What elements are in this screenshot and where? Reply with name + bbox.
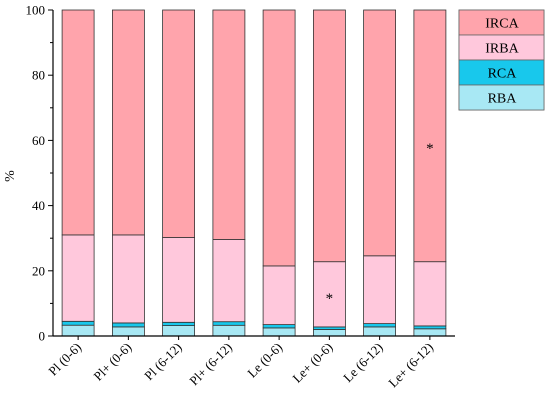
x-tick-label: Le (0-6) [244, 340, 285, 381]
legend-swatch-irca [458, 9, 545, 36]
y-tick-label: 20 [32, 263, 45, 278]
bar-rba-6 [312, 329, 346, 337]
bar-rca-1 [61, 320, 95, 326]
significance-marker: * [426, 141, 434, 157]
bar-rca-2 [112, 322, 145, 328]
bar-irca-7 [363, 9, 397, 257]
legend-label-rba: RBA [488, 92, 518, 107]
x-tick-label: Pl (0-6) [45, 340, 84, 379]
legend-label-irba: IRBA [485, 42, 519, 57]
bar-irca-2 [112, 9, 145, 236]
bar-rba-3 [162, 325, 196, 337]
plot-area: Pl (0-6) Pl+ (0-6) Pl (6-12) Pl+ (6-12) Le (… [26, 3, 455, 391]
legend: IRCA IRBA RCA RBA [458, 9, 545, 111]
bar-rba-7 [363, 326, 397, 337]
x-tick-label: Le (6-12) [340, 340, 386, 386]
x-tick-label: Pl (6-12) [141, 340, 185, 384]
bar-rba-8 [413, 328, 447, 337]
y-tick-label: 0 [39, 329, 46, 344]
bar-irba-8 [413, 261, 447, 327]
bar-rca-3 [162, 321, 196, 326]
significance-marker: * [326, 291, 334, 307]
bar-rca-5 [262, 324, 296, 329]
y-axis-title: % [3, 170, 18, 182]
bar-irca-5 [262, 9, 296, 267]
bar-rba-5 [262, 327, 296, 337]
bar-irba-5 [262, 265, 296, 325]
legend-swatch-irba [458, 34, 545, 61]
legend-label-irca: IRCA [485, 17, 519, 32]
y-tick-label: 80 [32, 68, 45, 83]
legend-label-rca: RCA [488, 67, 518, 82]
bar-irba-4 [212, 239, 246, 323]
bar-irca-4 [212, 9, 246, 240]
bar-rba-1 [61, 324, 95, 337]
bar-rca-4 [212, 321, 246, 326]
bar-rba-2 [112, 326, 145, 337]
x-tick-label: Le+ (0-6) [289, 340, 335, 386]
bar-irca-3 [162, 9, 196, 238]
bar-irba-6 [312, 261, 346, 328]
y-tick-label: 40 [32, 198, 45, 213]
bar-irca-1 [61, 9, 95, 236]
x-tick-label: Pl+ (0-6) [90, 340, 134, 384]
legend-swatch-rba [458, 84, 545, 111]
bar-irba-1 [61, 234, 95, 322]
y-tick-label: 60 [32, 133, 45, 148]
bar-rba-4 [212, 324, 246, 337]
bar-irba-7 [363, 255, 397, 325]
legend-swatch-rca [458, 59, 545, 86]
x-tick-label: Le+ (6-12) [385, 340, 436, 391]
bar-rca-8 [413, 325, 447, 330]
bar-irca-6 [312, 9, 346, 263]
bar-irba-2 [112, 234, 145, 324]
y-tick-label: 100 [26, 3, 46, 18]
bar-irca-8 [413, 9, 447, 263]
bar-rca-7 [363, 323, 397, 328]
bar-irba-3 [162, 237, 196, 323]
x-tick-label: Pl+ (6-12) [186, 340, 235, 389]
